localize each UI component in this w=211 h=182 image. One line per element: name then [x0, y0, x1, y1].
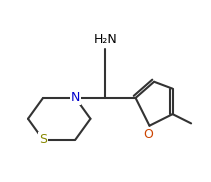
Text: S: S	[39, 133, 47, 146]
Text: O: O	[143, 128, 153, 141]
Text: N: N	[71, 91, 80, 104]
Text: H₂N: H₂N	[94, 33, 117, 46]
